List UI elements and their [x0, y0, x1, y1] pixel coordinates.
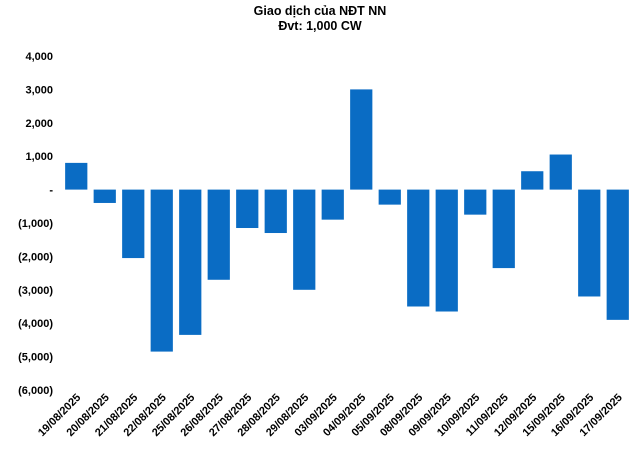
y-tick-label: (4,000) [18, 318, 53, 330]
bar [606, 189, 629, 320]
y-tick-label: 4,000 [25, 51, 53, 63]
y-tick-label: - [49, 185, 53, 197]
bar [150, 189, 173, 352]
bar [350, 89, 373, 190]
chart-subtitle: Đvt: 1,000 CW [278, 19, 362, 33]
bar [464, 189, 487, 215]
bar [492, 189, 515, 269]
x-axis: 19/08/202520/08/202521/08/202522/08/2025… [36, 392, 625, 439]
bar [321, 189, 344, 220]
bar [435, 189, 458, 312]
bar [65, 162, 88, 190]
bar [93, 189, 116, 203]
bar [122, 189, 145, 259]
y-axis: 4,000 3,000 2,000 1,000 - (1,000) (2,000) (3,00… [18, 51, 53, 397]
y-tick-label: 3,000 [25, 84, 53, 96]
chart-title: Giao dịch của NĐT NN [253, 4, 387, 18]
y-tick-label: 1,000 [25, 151, 53, 163]
bar [578, 189, 601, 297]
bar [521, 171, 544, 190]
y-tick-label: (6,000) [18, 385, 53, 397]
y-tick-label: (3,000) [18, 285, 53, 297]
bar [293, 189, 316, 290]
bar [549, 154, 572, 190]
bar [207, 189, 230, 280]
bar [236, 189, 259, 229]
bar [264, 189, 287, 234]
y-tick-label: (2,000) [18, 251, 53, 263]
y-tick-label: (5,000) [18, 352, 53, 364]
bar [407, 189, 430, 307]
bars [65, 89, 629, 352]
y-tick-label: (1,000) [18, 218, 53, 230]
y-tick-label: 2,000 [25, 118, 53, 130]
bar [179, 189, 202, 335]
bar [378, 189, 401, 205]
